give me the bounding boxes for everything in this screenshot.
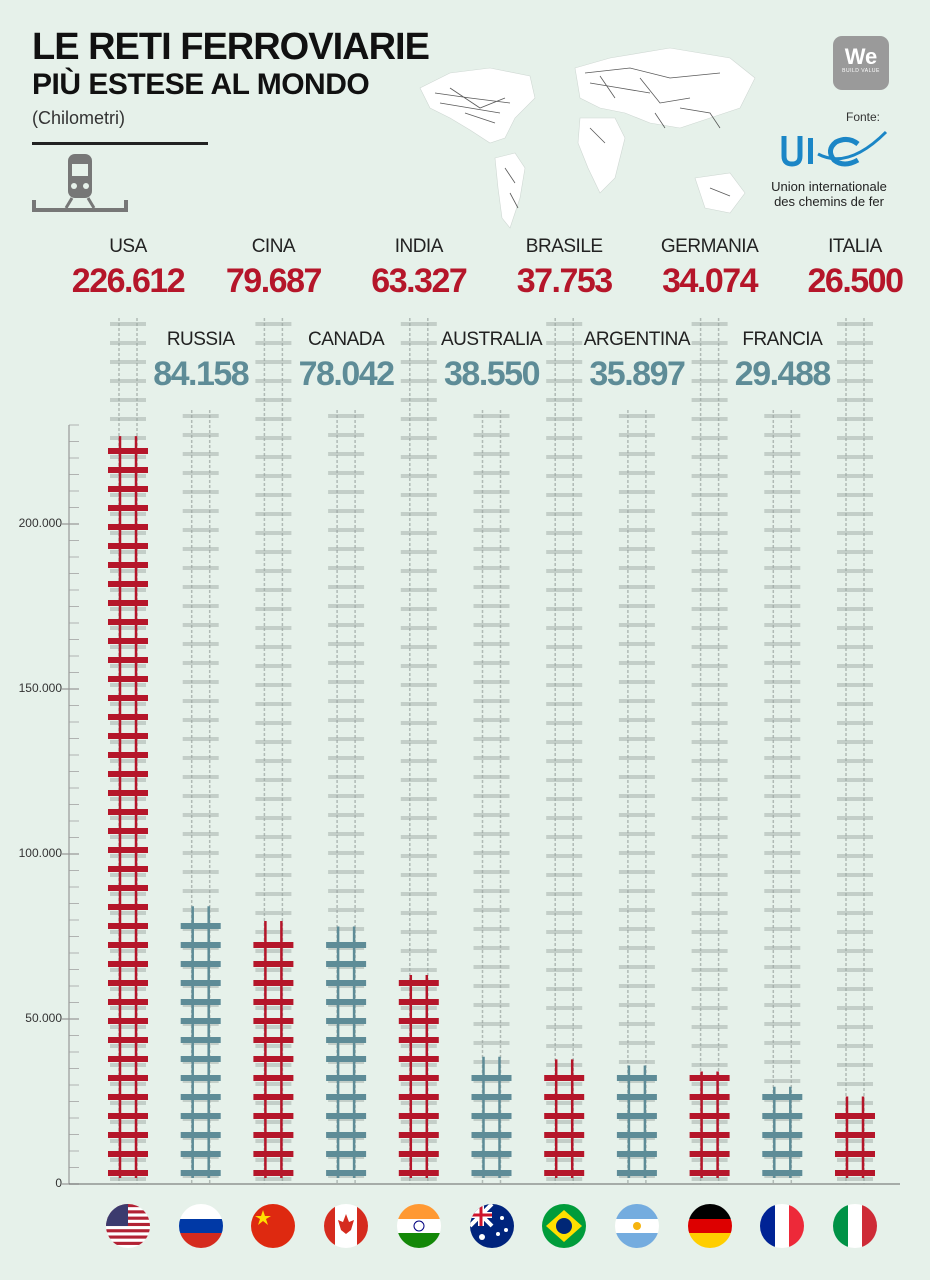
flag-france-icon — [760, 1204, 805, 1248]
bar-russia — [180, 906, 221, 1178]
country-label: CANADA — [308, 329, 385, 350]
background-track — [837, 318, 873, 1184]
flag-germany-icon — [687, 1204, 732, 1248]
country-label: ARGENTINA — [583, 329, 691, 350]
background-track — [328, 410, 365, 1184]
source-org-name: Union internationale des chemins de fer — [764, 179, 894, 210]
value-label: 34.074 — [662, 262, 759, 300]
country-label: BRASILE — [525, 236, 603, 257]
background-track — [691, 318, 728, 1184]
train-icon — [32, 154, 128, 212]
country-label: USA — [109, 236, 147, 257]
y-tick-label: 200.000 — [18, 516, 62, 530]
value-label: 78.042 — [298, 355, 396, 393]
country-label: INDIA — [394, 236, 444, 257]
background-track — [110, 318, 146, 1184]
title-divider — [32, 142, 208, 145]
y-tick-label: 50.000 — [25, 1011, 62, 1025]
bar-india — [398, 975, 439, 1178]
country-label: AUSTRALIA — [440, 329, 543, 350]
we-logo-text: We — [844, 44, 878, 69]
flag-argentina-icon — [614, 1204, 659, 1248]
value-label: 37.753 — [516, 262, 614, 300]
value-label: 26.500 — [807, 262, 905, 300]
value-label: 84.158 — [153, 355, 250, 393]
uic-logo-icon — [781, 130, 888, 167]
flag-india-icon — [396, 1204, 441, 1248]
bar-argentina — [616, 1065, 657, 1178]
flag-russia-icon — [178, 1204, 223, 1248]
country-label: FRANCIA — [742, 329, 823, 350]
background-track — [255, 318, 292, 1184]
we-logo-subtext: BUILD VALUE — [842, 68, 880, 74]
bar-brasile — [544, 1059, 585, 1178]
country-label: ITALIA — [828, 236, 882, 257]
bar-canada — [326, 926, 367, 1178]
y-tick-label: 150.000 — [18, 681, 62, 695]
world-map-icon — [419, 47, 756, 229]
flag-china-icon — [251, 1204, 296, 1248]
value-label: 226.612 — [71, 262, 186, 300]
y-tick-label: 0 — [55, 1176, 62, 1190]
country-label: GERMANIA — [660, 236, 759, 257]
value-label: 63.327 — [371, 262, 468, 300]
background-track — [764, 410, 801, 1184]
y-tick-label: 100.000 — [18, 846, 62, 860]
value-label: 35.897 — [589, 355, 686, 393]
value-label: 38.550 — [444, 355, 541, 393]
value-label: 29.488 — [734, 355, 832, 393]
bar-usa — [108, 436, 148, 1178]
flag-italy-icon — [833, 1204, 877, 1248]
flag-usa-icon — [106, 1204, 150, 1248]
background-track — [182, 410, 219, 1184]
bar-germania — [689, 1071, 730, 1178]
unit-subtitle: (Chilometri) — [32, 108, 126, 128]
flag-canada-icon — [324, 1204, 369, 1248]
page-title: LE RETI FERROVIARIE — [32, 26, 430, 68]
background-track — [546, 318, 583, 1184]
value-label: 79.687 — [225, 262, 323, 300]
background-track — [473, 410, 510, 1184]
background-track — [400, 318, 437, 1184]
background-track — [618, 410, 655, 1184]
bar-cina — [253, 921, 294, 1178]
source-org-line1: Union internationale — [771, 179, 887, 194]
bar-italia — [835, 1096, 875, 1178]
country-label: CINA — [251, 236, 296, 257]
we-build-logo-icon: We BUILD VALUE — [833, 36, 889, 90]
flag-brazil-icon — [542, 1204, 587, 1248]
page-title-line2: PIÙ ESTESE AL MONDO — [32, 68, 370, 101]
bar-australia — [471, 1056, 512, 1178]
source-org-line2: des chemins de fer — [774, 193, 884, 209]
country-label: RUSSIA — [166, 329, 235, 350]
source-label: Fonte: — [846, 110, 881, 124]
bar-francia — [762, 1086, 803, 1178]
flag-australia-icon — [469, 1204, 514, 1248]
